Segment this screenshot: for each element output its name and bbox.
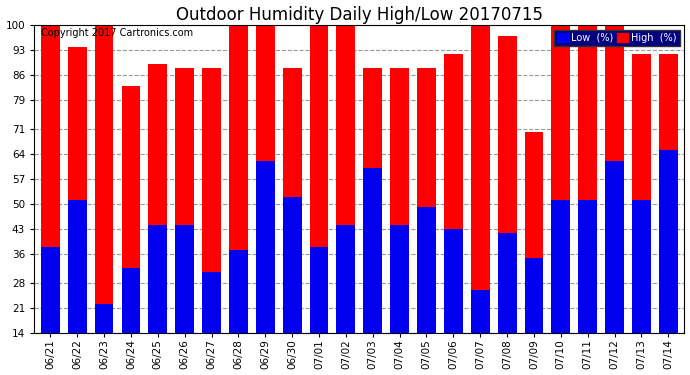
Bar [121, 268, 140, 375]
Bar [417, 68, 436, 375]
Bar [202, 272, 221, 375]
Bar [605, 25, 624, 375]
Bar [391, 68, 409, 375]
Bar [524, 132, 544, 375]
Bar [337, 25, 355, 375]
Bar [632, 54, 651, 375]
Bar [283, 197, 302, 375]
Bar [497, 36, 517, 375]
Bar [148, 64, 167, 375]
Bar [95, 25, 113, 375]
Bar [310, 247, 328, 375]
Bar [444, 229, 463, 375]
Bar [68, 46, 87, 375]
Bar [578, 200, 597, 375]
Bar [202, 68, 221, 375]
Bar [659, 54, 678, 375]
Title: Outdoor Humidity Daily High/Low 20170715: Outdoor Humidity Daily High/Low 20170715 [176, 6, 543, 24]
Text: Copyright 2017 Cartronics.com: Copyright 2017 Cartronics.com [41, 28, 193, 38]
Bar [229, 25, 248, 375]
Bar [497, 232, 517, 375]
Bar [551, 25, 570, 375]
Bar [471, 290, 490, 375]
Bar [95, 304, 113, 375]
Bar [417, 207, 436, 375]
Bar [175, 68, 194, 375]
Bar [41, 247, 60, 375]
Bar [551, 200, 570, 375]
Bar [256, 161, 275, 375]
Bar [605, 161, 624, 375]
Bar [41, 25, 60, 375]
Bar [632, 200, 651, 375]
Bar [444, 54, 463, 375]
Bar [148, 225, 167, 375]
Bar [364, 68, 382, 375]
Bar [229, 251, 248, 375]
Bar [524, 258, 544, 375]
Bar [364, 168, 382, 375]
Bar [337, 225, 355, 375]
Bar [121, 86, 140, 375]
Bar [659, 150, 678, 375]
Legend: Low  (%), High  (%): Low (%), High (%) [554, 30, 680, 46]
Bar [471, 25, 490, 375]
Bar [578, 25, 597, 375]
Bar [68, 200, 87, 375]
Bar [391, 225, 409, 375]
Bar [310, 25, 328, 375]
Bar [175, 225, 194, 375]
Bar [256, 25, 275, 375]
Bar [283, 68, 302, 375]
